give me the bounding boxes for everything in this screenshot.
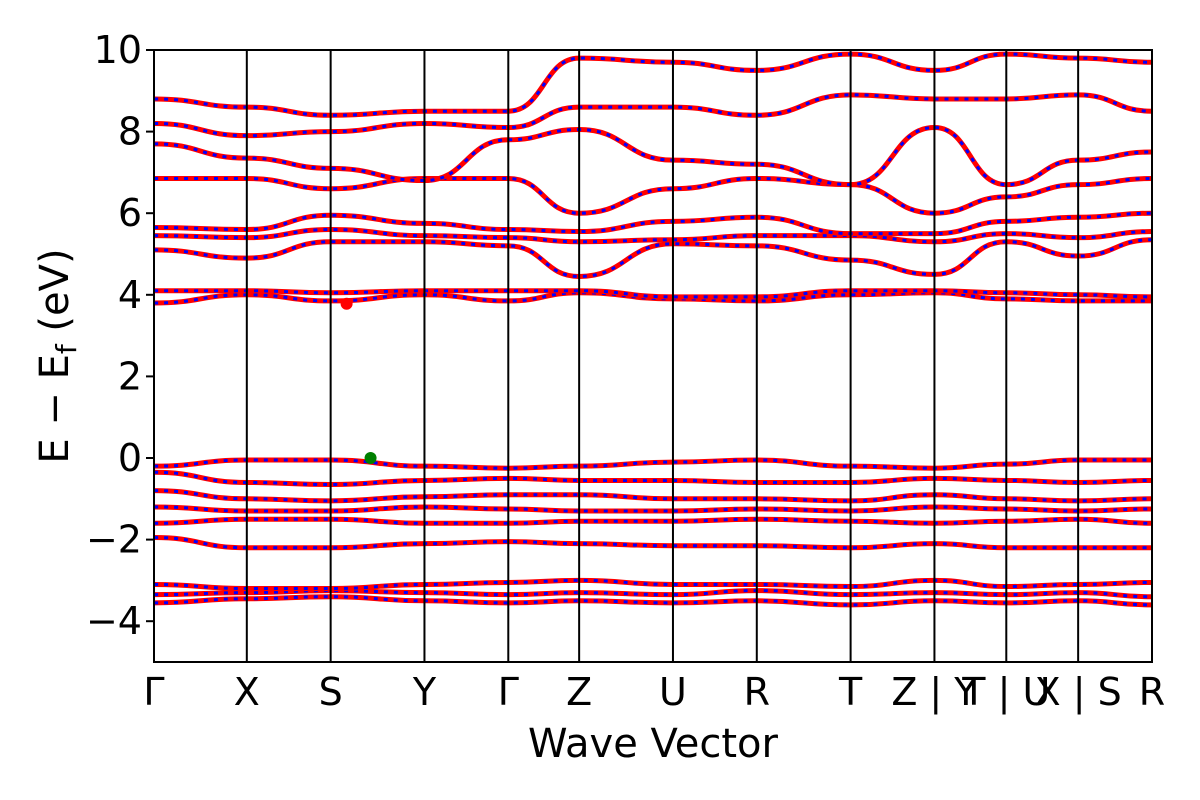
x-tick-label-4: Γ	[498, 670, 519, 714]
band-5-spin-up	[154, 504, 1152, 514]
y-tick-label-2: 0	[118, 436, 142, 480]
band-7-spin-down	[154, 470, 1152, 487]
x-axis-label: Wave Vector	[528, 721, 779, 767]
y-axis-label: E − Ef (eV)	[32, 248, 83, 463]
x-tick-label-0: Γ	[143, 670, 164, 714]
y-axis-label-subscript: f	[50, 343, 83, 354]
x-tick-label-12: R	[1139, 670, 1165, 714]
band-12-spin-down	[154, 228, 1152, 244]
y-axis-label-main: E − E	[32, 354, 78, 464]
x-tick-label-11: X | S	[1035, 670, 1122, 715]
band-14-spin-down	[154, 177, 1152, 215]
x-tick-label-6: U	[659, 670, 687, 714]
x-tick-label-9: Z | Y	[891, 670, 978, 715]
y-tick-label-0: −4	[86, 599, 142, 643]
plot-frame	[153, 49, 1153, 663]
x-tick-label-5: Z	[566, 670, 592, 714]
x-tick-label-1: X	[234, 670, 260, 714]
y-tick-label-5: 6	[118, 191, 142, 235]
y-tick-label-1: −2	[86, 518, 142, 562]
band-4-spin-up	[154, 516, 1152, 526]
band-11-spin-down	[154, 238, 1152, 278]
y-tick-label-7: 10	[94, 28, 142, 72]
vbm-marker	[364, 452, 377, 464]
band-8-spin-down	[154, 458, 1152, 470]
x-tick-label-2: S	[319, 670, 343, 714]
y-tick-label-4: 4	[118, 273, 142, 317]
band-6-spin-down	[154, 489, 1152, 503]
y-axis-label-unit: (eV)	[32, 248, 78, 344]
band-16-spin-down	[154, 93, 1152, 138]
band-2-spin-up	[154, 577, 1152, 592]
band-3-spin-down	[154, 536, 1152, 550]
y-tick-label-3: 2	[118, 354, 142, 398]
k-point-lines	[245, 50, 1080, 662]
x-tick-label-7: R	[744, 670, 770, 714]
cbm-marker	[340, 297, 353, 310]
band-10-spin-up	[154, 288, 1152, 300]
band-0-spin-up	[154, 594, 1152, 608]
band-15-spin-up	[154, 125, 1152, 188]
x-tick-label-8: T	[838, 670, 863, 714]
band-9-spin-down	[154, 291, 1152, 305]
y-axis-ticks: −4 −2 0 2 4 6 8 10	[86, 28, 154, 643]
x-tick-label-3: Y	[412, 670, 437, 714]
y-tick-label-6: 8	[118, 110, 142, 154]
x-tick-label-10: T | U	[961, 670, 1050, 715]
x-axis-ticks: Γ X S Y Γ Z U R T Z | YT | UX | S R	[143, 670, 1165, 715]
extrema-markers	[340, 297, 377, 464]
bands-layer	[154, 51, 1152, 608]
